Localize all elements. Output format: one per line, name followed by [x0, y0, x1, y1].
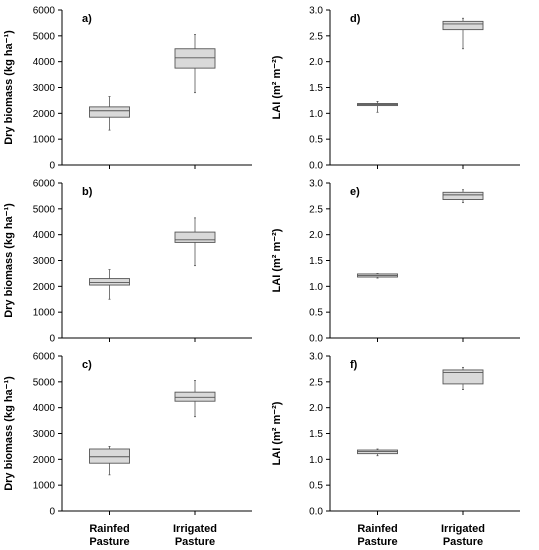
category-label-line2: Pasture	[357, 536, 397, 548]
box-irrigated	[442, 366, 484, 390]
box-rainfed	[89, 269, 130, 300]
y-tick-label: 0	[49, 161, 55, 172]
box-iqr	[442, 369, 484, 385]
y-tick-label: 2.0	[309, 230, 323, 241]
y-tick-label: 0.5	[309, 308, 323, 319]
y-tick-label: 5000	[33, 31, 56, 42]
box-irrigated	[174, 34, 216, 94]
category-label-line1: Irrigated	[441, 523, 485, 535]
y-axis-label: Dry biomass (kg ha⁻¹)	[3, 30, 15, 145]
y-tick-label: 1000	[33, 481, 56, 492]
y-tick-label: 1.0	[309, 455, 323, 466]
y-tick-label: 2.0	[309, 403, 323, 414]
y-tick-label: 5000	[33, 377, 56, 388]
y-axis-label: LAI (m² m⁻²)	[271, 228, 283, 292]
box-iqr	[89, 448, 130, 464]
category-label-line1: Irrigated	[173, 523, 217, 535]
y-tick-label: 3000	[33, 429, 56, 440]
chart-panel-5: 0.0 0.5 1.0 1.5 2.0 2.5 3.0 e) LAI (m² m⁻²)	[271, 179, 520, 345]
box-rainfed	[357, 101, 398, 113]
y-tick-label: 4000	[33, 403, 56, 414]
category-label-line1: Rainfed	[89, 523, 129, 535]
panel-label: d)	[350, 13, 361, 25]
box-irrigated	[442, 17, 484, 50]
y-tick-label: 3.0	[309, 6, 323, 17]
box-iqr	[89, 106, 130, 118]
y-tick-label: 2000	[33, 282, 56, 293]
box-rainfed	[357, 448, 398, 457]
chart-panel-6: 0.0 0.5 1.0 1.5 2.0 2.5 3.0 f) LAI (m² m⁻²)	[271, 352, 520, 518]
y-tick-label: 0.0	[309, 161, 323, 172]
box-irrigated	[174, 217, 216, 267]
chart-panel-4: 0.0 0.5 1.0 1.5 2.0 2.5 3.0 d) LAI (m² m⁻²)	[271, 6, 520, 172]
chart-panel-1: 0 1000 2000 3000 4000 5000 6000 a) Dry biomass (…	[3, 6, 252, 172]
y-tick-label: 1000	[33, 135, 56, 146]
y-tick-label: 0.5	[309, 135, 323, 146]
y-tick-label: 2.5	[309, 204, 323, 215]
y-axis-label: Dry biomass (kg ha⁻¹)	[3, 376, 15, 491]
y-tick-label: 1000	[33, 308, 56, 319]
y-axis-label: LAI (m² m⁻²)	[271, 401, 283, 465]
y-tick-label: 6000	[33, 352, 56, 363]
y-tick-label: 1.5	[309, 256, 323, 267]
y-tick-label: 6000	[33, 6, 56, 17]
category-label-line2: Pasture	[443, 536, 483, 548]
box-iqr	[174, 391, 216, 402]
panel-label: a)	[82, 13, 92, 25]
y-tick-label: 0	[49, 507, 55, 518]
box-iqr	[442, 191, 484, 200]
y-tick-label: 2.5	[309, 377, 323, 388]
category-label-line2: Pasture	[175, 536, 215, 548]
category-label-line2: Pasture	[89, 536, 129, 548]
panel-label: c)	[82, 359, 92, 371]
y-tick-label: 5000	[33, 204, 56, 215]
y-tick-label: 0.0	[309, 507, 323, 518]
y-tick-label: 0	[49, 334, 55, 345]
box-rainfed	[89, 96, 130, 131]
panel-label: e)	[350, 186, 360, 198]
box-iqr	[89, 278, 130, 286]
chart-panel-2: 0 1000 2000 3000 4000 5000 6000 b) Dry biomass (…	[3, 179, 252, 345]
y-tick-label: 1.0	[309, 282, 323, 293]
box-rainfed	[357, 273, 398, 279]
y-tick-label: 1.5	[309, 429, 323, 440]
y-tick-label: 4000	[33, 230, 56, 241]
box-rainfed	[89, 446, 130, 476]
box-iqr	[174, 48, 216, 69]
box-irrigated	[174, 380, 216, 418]
y-tick-label: 2000	[33, 455, 56, 466]
box-iqr	[442, 20, 484, 31]
y-tick-label: 1.5	[309, 83, 323, 94]
y-tick-label: 4000	[33, 57, 56, 68]
y-tick-label: 3000	[33, 256, 56, 267]
chart-panel-3: 0 1000 2000 3000 4000 5000 6000 c) Dry biomass (…	[3, 352, 252, 518]
y-tick-label: 2000	[33, 109, 56, 120]
y-tick-label: 3.0	[309, 179, 323, 190]
box-irrigated	[442, 189, 484, 204]
y-tick-label: 2.5	[309, 31, 323, 42]
panel-label: b)	[82, 186, 93, 198]
y-tick-label: 3.0	[309, 352, 323, 363]
y-tick-label: 2.0	[309, 57, 323, 68]
y-axis-label: LAI (m² m⁻²)	[271, 55, 283, 119]
y-tick-label: 0.0	[309, 334, 323, 345]
y-tick-label: 3000	[33, 83, 56, 94]
category-label-line1: Rainfed	[357, 523, 397, 535]
y-tick-label: 1.0	[309, 109, 323, 120]
y-axis-label: Dry biomass (kg ha⁻¹)	[3, 203, 15, 318]
box-iqr	[174, 231, 216, 243]
y-tick-label: 6000	[33, 179, 56, 190]
panel-label: f)	[350, 359, 358, 371]
y-tick-label: 0.5	[309, 481, 323, 492]
